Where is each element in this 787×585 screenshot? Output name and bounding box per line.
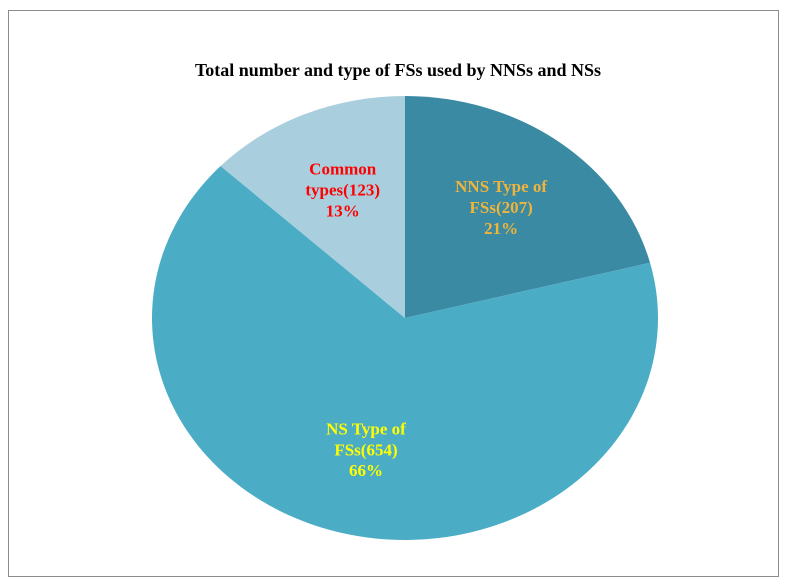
pie-slice (220, 96, 405, 318)
slice-label: NNS Type of FSs(207) (455, 177, 547, 217)
pie-slice (151, 166, 659, 540)
slice-value-label: 21% (484, 219, 518, 238)
chart-title: Total number and type of FSs used by NNS… (195, 60, 601, 80)
slice-value-label: 66% (349, 461, 383, 480)
slice-label: Common types(123) (305, 160, 380, 200)
slice-value-label: 13% (326, 202, 360, 221)
slice-label: NS Type of FSs(654) (326, 419, 406, 459)
pie-slice (405, 96, 651, 318)
